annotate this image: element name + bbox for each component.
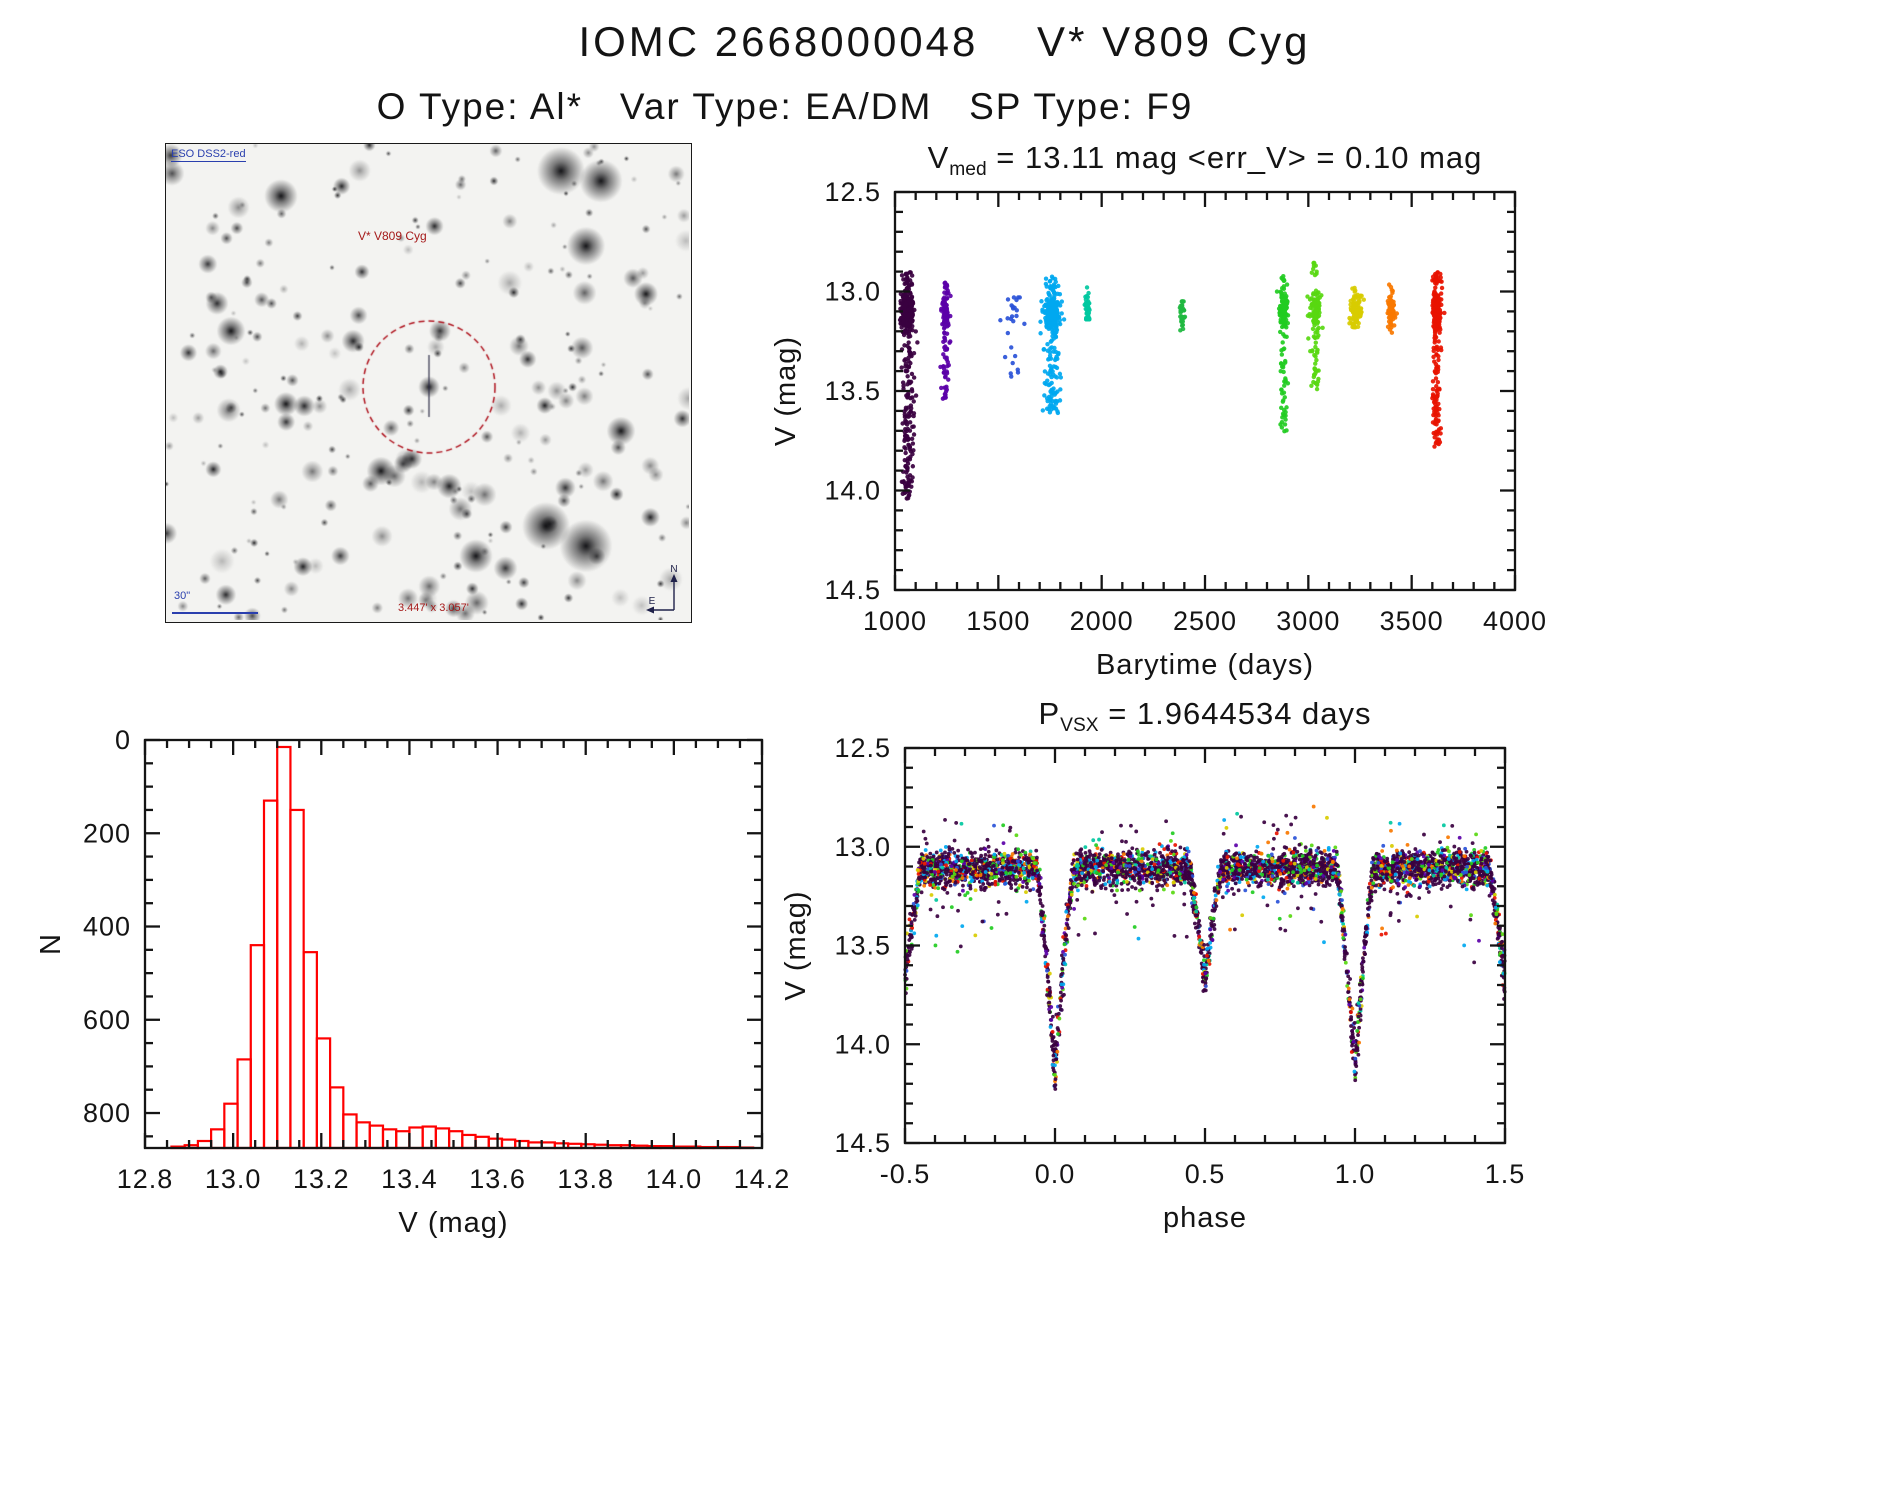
svg-text:400: 400 — [83, 912, 131, 942]
scale-label: 30" — [174, 590, 191, 602]
svg-text:Barytime (days): Barytime (days) — [1096, 649, 1314, 681]
page-subtitle: O Type: Al* Var Type: EA/DM SP Type: F9 — [376, 86, 1194, 127]
lightcurve-axis-titles: Barytime (days) V (mag) — [770, 336, 1314, 681]
lightcurve-title: Vmed = 13.11 mag <err_V> = 0.10 mag — [845, 140, 1565, 181]
svg-text:N: N — [35, 933, 67, 955]
phase_curve-tick-labels: -0.5 0.0 0.5 1.0 1.512.513.013.514.014.5 — [834, 733, 1524, 1189]
svg-text:800: 800 — [83, 1098, 131, 1128]
svg-text:200: 200 — [83, 818, 131, 848]
phase-curve-title: PVSX = 1.9644534 days — [845, 696, 1565, 737]
svg-text:12.5: 12.5 — [824, 177, 881, 207]
svg-text:14.0: 14.0 — [646, 1164, 703, 1194]
phase-title-prefix: P — [1038, 696, 1061, 731]
histogram-axes — [143, 738, 764, 1150]
compass-north-label: N — [670, 564, 677, 575]
svg-text:13.4: 13.4 — [381, 1164, 438, 1194]
phase_curve-axes — [903, 746, 1507, 1145]
svg-text:12.8: 12.8 — [117, 1164, 174, 1194]
svg-text:V (mag): V (mag) — [398, 1207, 508, 1239]
lightcurve-axes — [893, 190, 1517, 592]
svg-text:V (mag): V (mag) — [770, 336, 802, 446]
svg-text:13.0: 13.0 — [205, 1164, 262, 1194]
lightcurve-title-prefix: V — [927, 140, 950, 175]
finder-chart: ESO DSS2-red V* V809 Cyg 30" 3.447' x 3.… — [165, 143, 692, 623]
histogram-tick-labels: 12.8 13.0 13.2 13.4 13.6 13.8 14.0 14.2 0 200 400 6… — [83, 725, 791, 1194]
page-title: IOMC 2668000048 V* V809 Cyg — [578, 18, 1311, 65]
lightcurve-title-rest: = 13.11 mag <err_V> = 0.10 mag — [986, 140, 1483, 175]
target-label: V* V809 Cyg — [358, 229, 427, 243]
svg-text:1500: 1500 — [966, 606, 1030, 636]
finder-chart-image — [166, 144, 689, 620]
svg-text:0: 0 — [115, 725, 131, 755]
svg-text:4000: 4000 — [1483, 606, 1547, 636]
svg-text:13.6: 13.6 — [469, 1164, 526, 1194]
svg-text:1000: 1000 — [863, 606, 927, 636]
svg-text:13.8: 13.8 — [557, 1164, 614, 1194]
lightcurve-tick-labels: 1000 1500 2000 2500 3000 3500 4000 12.5 13.0 13.5… — [824, 177, 1547, 636]
svg-text:2000: 2000 — [1070, 606, 1134, 636]
lightcurve-points — [897, 260, 1447, 501]
field-of-view-label: 3.447' x 3.057' — [398, 602, 469, 614]
scale-bar — [172, 612, 258, 614]
svg-text:2500: 2500 — [1173, 606, 1237, 636]
histogram-bars — [170, 745, 755, 1150]
svg-text:600: 600 — [83, 1005, 131, 1035]
compass-east-label: E — [649, 596, 656, 607]
svg-text:14.5: 14.5 — [824, 575, 881, 605]
compass-icon: N E — [646, 564, 678, 614]
svg-text:13.0: 13.0 — [824, 277, 881, 307]
svg-text:13.5: 13.5 — [824, 376, 881, 406]
lightcurve-title-sub: med — [949, 159, 987, 181]
histogram-axis-titles: V (mag) N — [35, 933, 508, 1239]
phase-curve-points — [903, 804, 1507, 1091]
svg-text:3000: 3000 — [1276, 606, 1340, 636]
svg-text:14.2: 14.2 — [734, 1164, 791, 1194]
svg-text:14.0: 14.0 — [824, 476, 881, 506]
svg-text:3500: 3500 — [1380, 606, 1444, 636]
survey-label: ESO DSS2-red — [171, 148, 246, 162]
phase-title-sub: VSX — [1060, 715, 1099, 737]
phase-title-rest: = 1.9644534 days — [1098, 696, 1372, 731]
svg-text:13.2: 13.2 — [293, 1164, 350, 1194]
